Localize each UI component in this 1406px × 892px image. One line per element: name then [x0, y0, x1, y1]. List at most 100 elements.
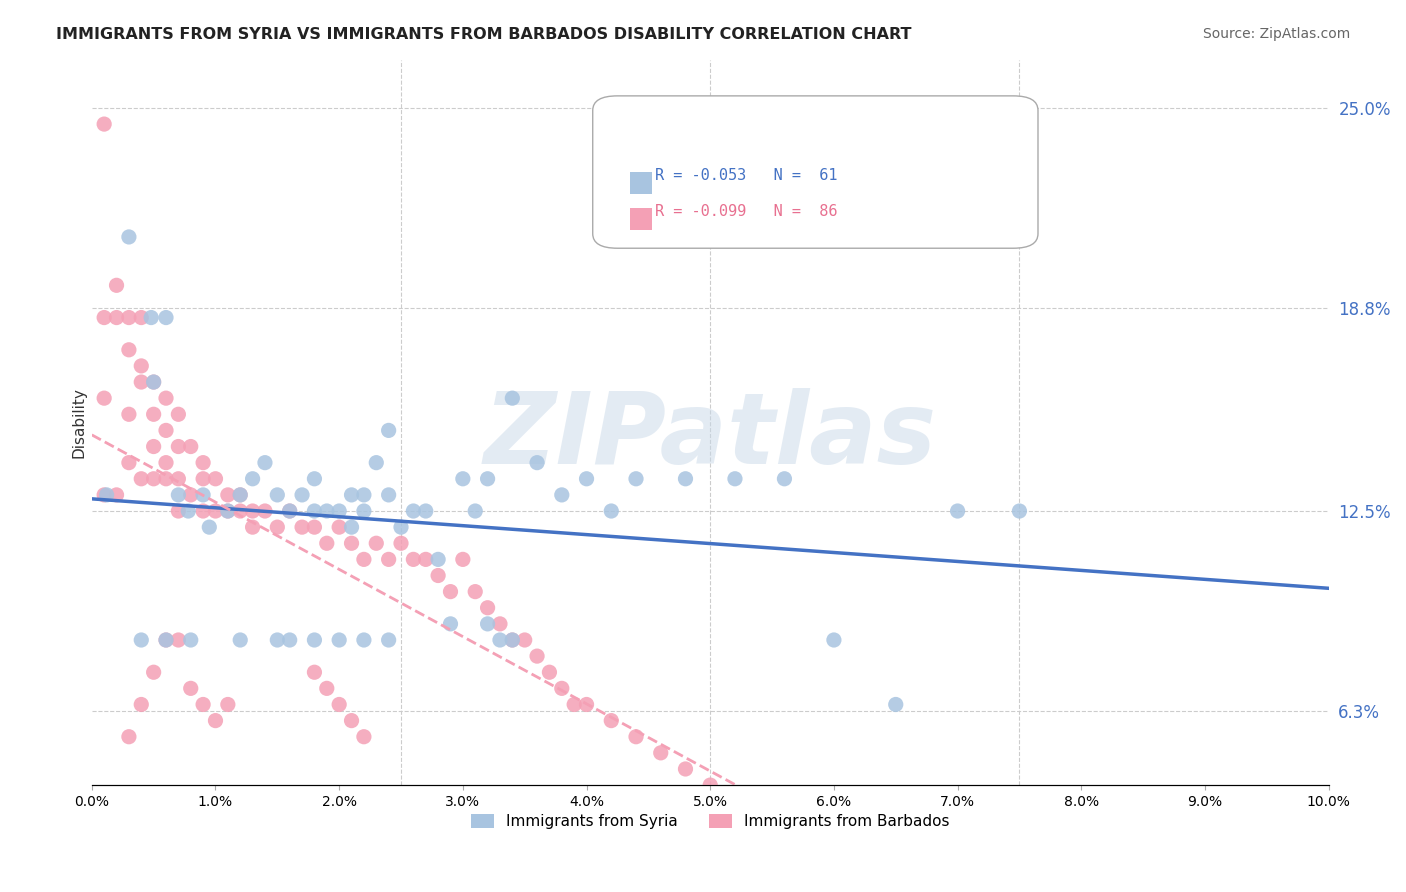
Point — [191, 504, 214, 518]
Point — [142, 665, 165, 680]
Point — [551, 488, 574, 502]
Point — [242, 472, 264, 486]
Point — [96, 488, 118, 502]
Text: R = -0.099   N =  86: R = -0.099 N = 86 — [643, 197, 825, 212]
Point — [402, 504, 425, 518]
Point — [229, 488, 252, 502]
Point — [389, 536, 412, 550]
Point — [366, 536, 388, 550]
Point — [291, 520, 314, 534]
Point — [427, 568, 450, 582]
Point — [353, 488, 375, 502]
Point — [340, 520, 363, 534]
Point — [477, 600, 499, 615]
Point — [501, 391, 523, 405]
Point — [142, 440, 165, 454]
Point — [191, 488, 214, 502]
Point — [439, 584, 461, 599]
Point — [155, 632, 177, 647]
Point — [477, 472, 499, 486]
Point — [229, 504, 252, 518]
Point — [93, 391, 115, 405]
Point — [513, 632, 536, 647]
Point — [477, 616, 499, 631]
Point — [575, 472, 598, 486]
Point — [624, 730, 647, 744]
Point — [427, 552, 450, 566]
Point — [180, 681, 202, 696]
Point — [675, 762, 697, 776]
Point — [204, 472, 226, 486]
Point — [304, 504, 326, 518]
Point — [242, 504, 264, 518]
Point — [191, 456, 214, 470]
Point — [489, 632, 512, 647]
Text: R = -0.053   N =  61: R = -0.053 N = 61 — [655, 169, 837, 183]
Point — [562, 698, 585, 712]
Point — [142, 472, 165, 486]
Point — [328, 632, 350, 647]
Point — [315, 536, 337, 550]
Point — [129, 310, 152, 325]
Point — [650, 746, 672, 760]
Y-axis label: Disability: Disability — [72, 387, 86, 458]
Point — [538, 665, 561, 680]
Point — [328, 520, 350, 534]
Point — [699, 778, 721, 792]
Text: Source: ZipAtlas.com: Source: ZipAtlas.com — [1202, 27, 1350, 41]
Point — [501, 632, 523, 647]
Point — [278, 504, 301, 518]
Point — [142, 375, 165, 389]
Point — [575, 698, 598, 712]
Point — [353, 504, 375, 518]
Point — [315, 504, 337, 518]
Point — [229, 488, 252, 502]
Point — [155, 424, 177, 438]
Point — [439, 616, 461, 631]
Point — [167, 440, 190, 454]
Point — [217, 504, 239, 518]
Point — [291, 488, 314, 502]
Point — [389, 520, 412, 534]
FancyBboxPatch shape — [630, 172, 652, 194]
Point — [377, 552, 399, 566]
Point — [177, 504, 200, 518]
Point — [118, 310, 141, 325]
Point — [328, 698, 350, 712]
Point — [129, 359, 152, 373]
Point — [93, 117, 115, 131]
Point — [129, 632, 152, 647]
Point — [93, 488, 115, 502]
Point — [340, 714, 363, 728]
Point — [675, 472, 697, 486]
Point — [204, 714, 226, 728]
Point — [884, 698, 907, 712]
Point — [118, 343, 141, 357]
Point — [489, 616, 512, 631]
Legend: Immigrants from Syria, Immigrants from Barbados: Immigrants from Syria, Immigrants from B… — [465, 808, 955, 836]
Text: ZIPatlas: ZIPatlas — [484, 388, 936, 485]
Point — [304, 472, 326, 486]
Point — [377, 632, 399, 647]
Point — [155, 456, 177, 470]
Point — [402, 552, 425, 566]
Point — [353, 552, 375, 566]
Point — [105, 488, 128, 502]
Point — [217, 504, 239, 518]
Point — [278, 632, 301, 647]
Point — [304, 520, 326, 534]
Point — [118, 456, 141, 470]
Point — [167, 504, 190, 518]
Point — [118, 730, 141, 744]
Point — [105, 278, 128, 293]
Point — [377, 424, 399, 438]
Point — [526, 456, 548, 470]
Point — [155, 632, 177, 647]
Point — [229, 632, 252, 647]
Point — [451, 472, 474, 486]
Point — [340, 488, 363, 502]
Point — [167, 407, 190, 421]
Point — [266, 632, 288, 647]
Point — [624, 472, 647, 486]
Point — [600, 504, 623, 518]
